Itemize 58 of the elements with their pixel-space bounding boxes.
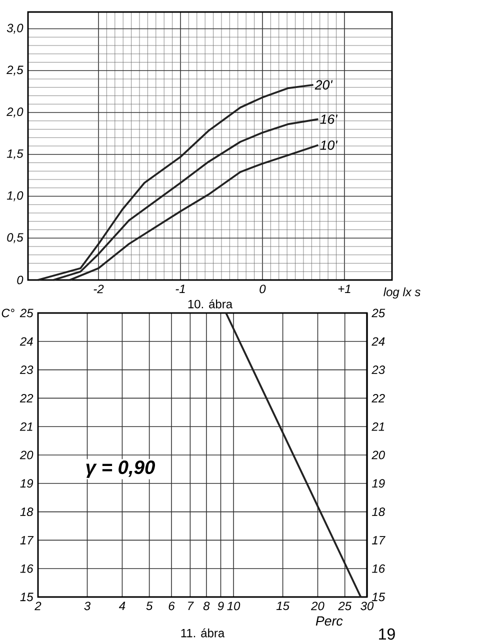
y2-tick-label: 17 xyxy=(372,536,386,544)
x-tick-label: 15 xyxy=(276,602,290,610)
y2-tick-label: 22 xyxy=(372,394,385,402)
y-tick-label: 19 xyxy=(20,479,34,488)
y2-tick-label: 23 xyxy=(372,366,385,374)
y2-tick-label: 20 xyxy=(372,450,385,460)
line-series xyxy=(68,144,320,281)
x-tick-label: 4 xyxy=(118,602,126,610)
y-tick-label: 24 xyxy=(20,337,33,346)
y2-tick-label: 15 xyxy=(372,592,386,602)
text: 10. ábra xyxy=(188,299,233,308)
y-tick-label: 23 xyxy=(20,366,34,374)
y2-tick-label: 18 xyxy=(372,508,385,516)
text: 11. ábra xyxy=(181,628,225,638)
x-axis-title: log lx s xyxy=(384,287,420,299)
y-tick-label: 16 xyxy=(20,564,34,573)
series-label: 20' xyxy=(314,80,333,90)
y-tick-label: 18 xyxy=(20,508,34,516)
x-tick-label: -2 xyxy=(94,284,104,294)
y-tick-label: 2,5 xyxy=(6,66,24,76)
series-label: 10' xyxy=(320,140,338,150)
y-tick-label: 1,5 xyxy=(6,149,24,160)
x-tick-label: +1 xyxy=(338,284,350,293)
x-tick-label: 0 xyxy=(260,284,266,294)
y-tick-label: 0,5 xyxy=(7,233,24,244)
annotation: γ = 0,90 xyxy=(86,460,156,478)
y-tick-label: 1,0 xyxy=(6,191,24,202)
y-axis-title: C° xyxy=(2,308,14,318)
y-tick-label: 3,0 xyxy=(6,24,24,34)
line-series xyxy=(36,84,314,281)
y2-tick-label: 24 xyxy=(372,337,385,346)
text: 19 xyxy=(379,628,395,640)
x-tick-label: 7 xyxy=(188,602,194,610)
y2-tick-label: 19 xyxy=(372,479,385,488)
y-tick-label: 21 xyxy=(20,422,32,431)
y-tick-label: 0 xyxy=(17,276,24,284)
x-tick-label: 2 xyxy=(34,602,42,610)
y-tick-label: 2,0 xyxy=(6,108,24,118)
y-tick-label: 22 xyxy=(20,394,34,402)
x-tick-label: 10 xyxy=(227,602,240,610)
x-axis-title: Perc xyxy=(316,616,343,626)
y2-tick-label: 21 xyxy=(372,422,384,431)
x-tick-label: 25 xyxy=(338,602,352,610)
x-tick-label: 20 xyxy=(310,602,324,610)
x-tick-label: -1 xyxy=(176,284,185,293)
x-tick-label: 9 xyxy=(218,602,224,610)
x-tick-label: 3 xyxy=(84,602,90,610)
y-tick-label: 15 xyxy=(20,592,34,602)
x-tick-label: 8 xyxy=(203,602,210,610)
x-tick-label: 5 xyxy=(146,602,153,610)
y2-tick-label: 25 xyxy=(372,308,386,318)
series-label: 16' xyxy=(320,114,338,124)
x-tick-label: 30 xyxy=(360,602,374,610)
y-tick-label: 25 xyxy=(20,308,34,318)
y2-tick-label: 16 xyxy=(372,564,386,573)
y-tick-label: 20 xyxy=(20,450,34,460)
y-tick-label: 17 xyxy=(20,536,34,544)
x-tick-label: 6 xyxy=(168,602,175,610)
